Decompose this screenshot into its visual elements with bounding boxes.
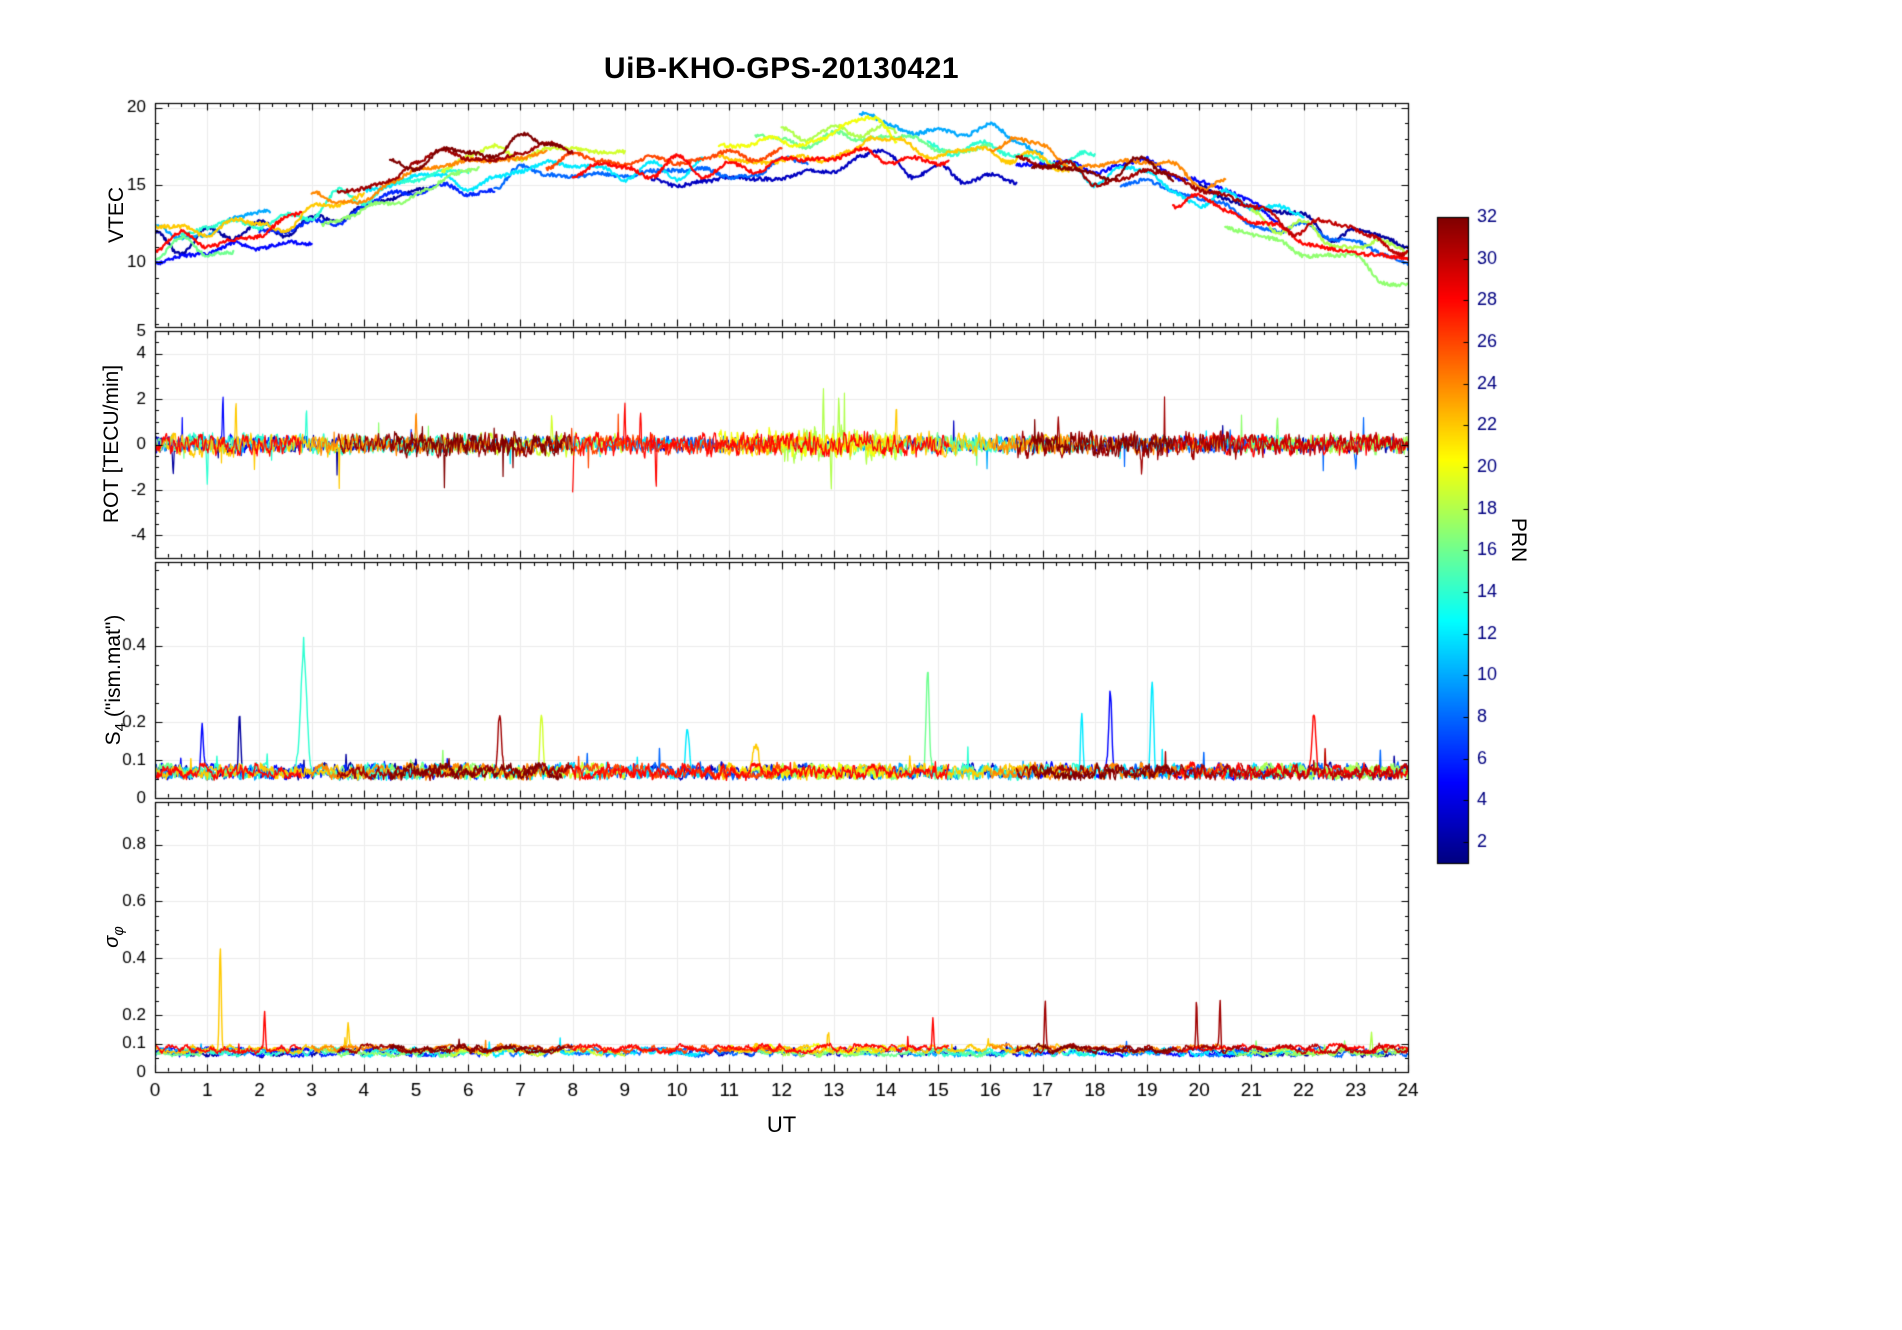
chart-title: UiB-KHO-GPS-20130421	[603, 52, 960, 85]
sigma-base: σ	[101, 935, 123, 948]
x-axis-label: UT	[766, 1112, 797, 1137]
y-axis-label-sigma-phi: σφ	[98, 707, 127, 1167]
sigma-subscript: φ	[111, 926, 127, 936]
colorbar-label: PRN	[1507, 517, 1530, 563]
